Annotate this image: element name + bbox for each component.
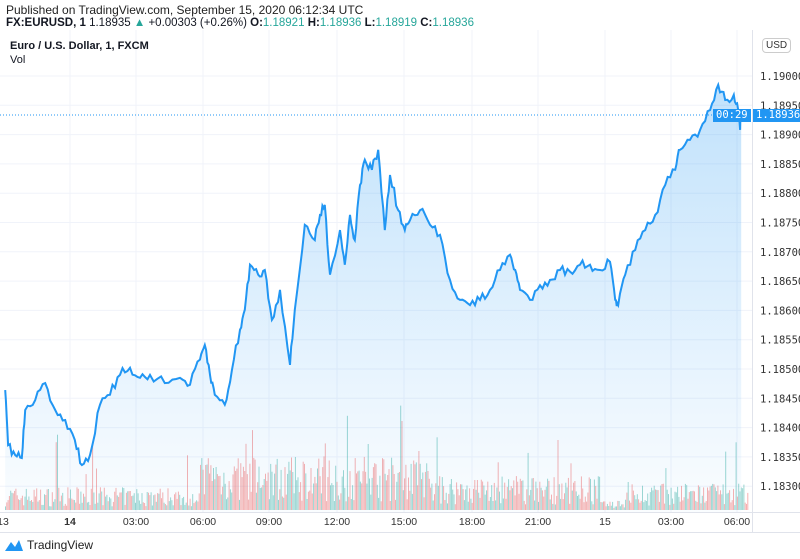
low-value: 1.18919 xyxy=(375,17,418,29)
footer-logo[interactable]: TradingView xyxy=(4,538,93,552)
y-tick-label: 1.19000 xyxy=(760,71,800,83)
y-tick-label: 1.18300 xyxy=(760,481,800,493)
price-change: +0.00303 (+0.26%) xyxy=(148,17,247,29)
x-tick-label: 15 xyxy=(599,516,611,528)
y-tick-label: 1.18650 xyxy=(760,276,800,288)
legend-title: Euro / U.S. Dollar, 1, FXCM xyxy=(10,40,149,52)
x-tick-label: 18:00 xyxy=(459,516,485,528)
x-tick-label: 14 xyxy=(64,516,76,528)
x-tick-label: 09:00 xyxy=(256,516,282,528)
price-line xyxy=(4,81,743,467)
y-tick-label: 1.18500 xyxy=(760,364,800,376)
y-tick-label: 1.18900 xyxy=(760,130,800,142)
close-value: 1.18936 xyxy=(432,17,474,29)
y-tick-label: 1.18450 xyxy=(760,393,800,405)
close-label: C: xyxy=(420,17,433,29)
current-price-label: 1.18936 xyxy=(753,109,800,122)
legend-volume: Vol xyxy=(10,54,26,66)
volume-bar xyxy=(746,503,747,510)
published-note: Published on TradingView.com, September … xyxy=(6,3,364,17)
bar-countdown: 00:29 xyxy=(713,109,751,122)
high-label: H: xyxy=(307,17,320,29)
y-tick-label: 1.18750 xyxy=(760,218,800,230)
volume-bar xyxy=(740,487,742,510)
volume-bar xyxy=(742,488,744,510)
x-tick-label: 15:00 xyxy=(391,516,417,528)
volume-bar xyxy=(747,492,749,510)
open-value: 1.18921 xyxy=(262,17,305,29)
x-tick-label: 03:00 xyxy=(658,516,684,528)
price-area xyxy=(5,84,742,513)
symbol-name: FX:EURUSD, 1 xyxy=(6,17,86,29)
y-tick-label: 1.18700 xyxy=(760,247,800,259)
x-tick-label: 06:00 xyxy=(724,516,750,528)
y-tick-label: 1.18550 xyxy=(760,335,800,347)
y-tick-label: 1.18350 xyxy=(760,452,800,464)
x-tick-label: 03:00 xyxy=(123,516,149,528)
symbol-bar: FX:EURUSD, 1 1.18935 ▲ +0.00303 (+0.26%)… xyxy=(6,17,474,29)
footer-brand: TradingView xyxy=(27,538,94,552)
x-tick-label: 06:00 xyxy=(190,516,216,528)
high-value: 1.18936 xyxy=(319,17,362,29)
chart-legend: Euro / U.S. Dollar, 1, FXCM Vol xyxy=(10,39,149,67)
volume-bar xyxy=(743,484,745,510)
x-tick-label: 21:00 xyxy=(525,516,551,528)
x-tick-label: 12:00 xyxy=(324,516,350,528)
open-label: O: xyxy=(250,17,263,29)
tradingview-logo-icon xyxy=(5,540,23,551)
volume-bar xyxy=(744,502,746,510)
y-tick-label: 1.18600 xyxy=(760,305,800,317)
x-tick-label: 13 xyxy=(0,516,9,528)
currency-button[interactable]: USD xyxy=(762,38,792,53)
y-tick-label: 1.18850 xyxy=(760,159,800,171)
y-tick-label: 1.18400 xyxy=(760,423,800,435)
low-label: L: xyxy=(364,17,376,29)
up-arrow-icon: ▲ xyxy=(133,17,146,29)
last-price: 1.18935 xyxy=(89,17,131,29)
y-tick-label: 1.18800 xyxy=(760,188,800,200)
